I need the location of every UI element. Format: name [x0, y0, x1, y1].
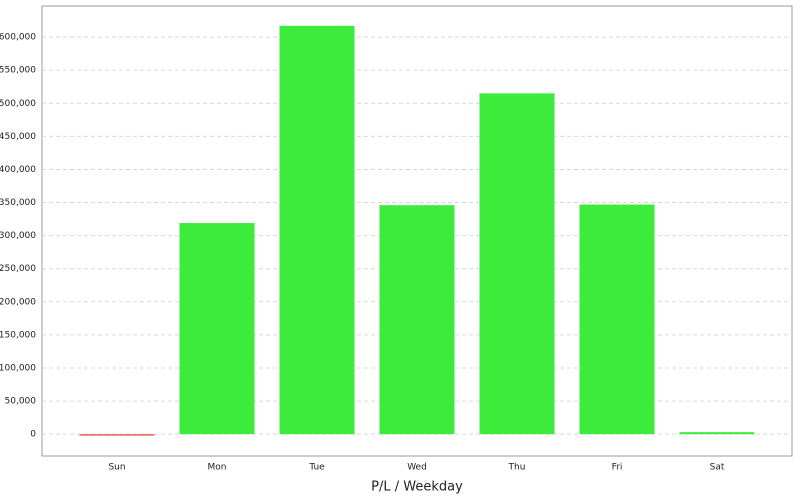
y-tick-label: 450,000 [0, 132, 36, 142]
x-tick-label: Thu [508, 463, 526, 473]
y-tick-label: 200,000 [0, 297, 36, 307]
x-axis-title: P/L / Weekday [371, 480, 463, 495]
y-tick-label: 600,000 [0, 33, 36, 43]
y-tick-label: 550,000 [0, 66, 36, 76]
y-tick-label: 500,000 [0, 99, 36, 109]
y-tick-label: 0 [30, 430, 36, 440]
y-tick-label: 250,000 [0, 264, 36, 274]
x-tick-label: Tue [308, 463, 325, 473]
bar [279, 25, 355, 435]
bar [679, 432, 755, 435]
bar [79, 434, 155, 436]
bar [379, 205, 455, 435]
y-tick-label: 350,000 [0, 198, 36, 208]
bar [179, 223, 255, 435]
x-tick-label: Wed [407, 463, 427, 473]
x-tick-label: Sat [710, 463, 725, 473]
y-tick-label: 300,000 [0, 231, 36, 241]
y-tick-label: 100,000 [0, 363, 36, 373]
y-tick-label: 150,000 [0, 330, 36, 340]
x-tick-label: Mon [208, 463, 227, 473]
bar [479, 93, 555, 435]
x-tick-label: Fri [612, 463, 623, 473]
bar [579, 204, 655, 435]
y-tick-label: 50,000 [5, 397, 37, 407]
x-tick-label: Sun [108, 463, 125, 473]
y-tick-label: 400,000 [0, 165, 36, 175]
plot-frame [41, 5, 793, 457]
